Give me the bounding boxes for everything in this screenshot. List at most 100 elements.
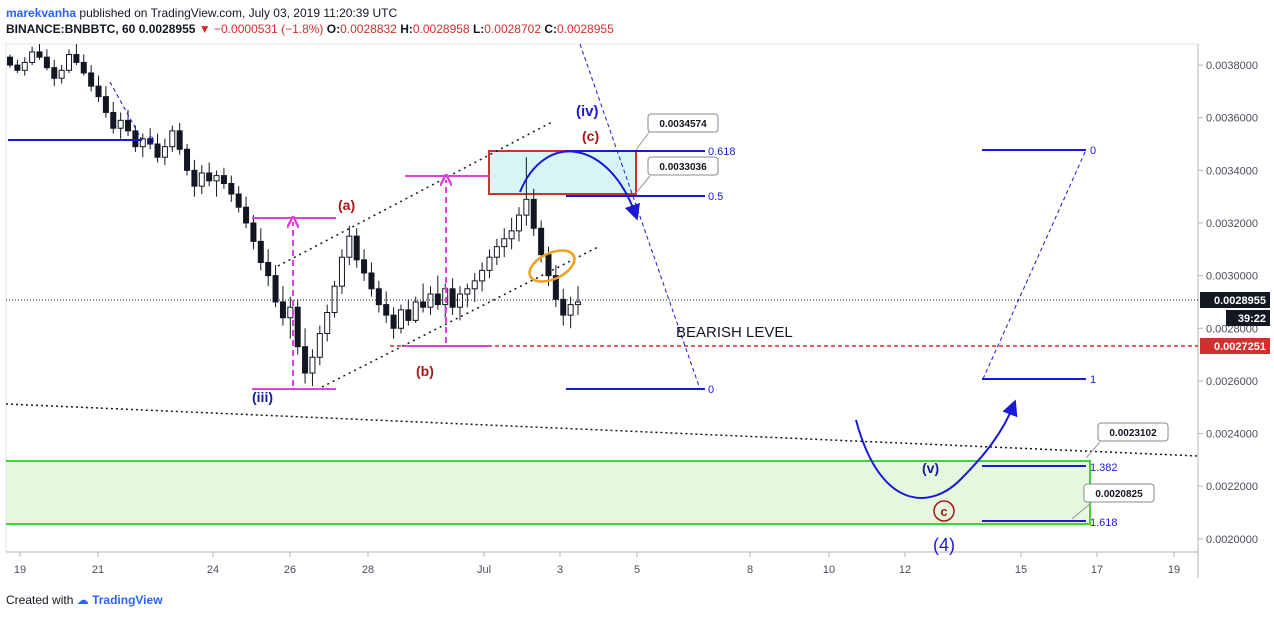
candle-body xyxy=(147,138,154,145)
symbol-label: BINANCE:BNBBTC, 60 xyxy=(6,22,136,36)
wave-label-iii: (iii) xyxy=(252,389,273,405)
candle-body xyxy=(250,222,257,242)
footer-credit: Created with ☁ TradingView xyxy=(6,593,163,607)
time-tick-label: 19 xyxy=(14,564,26,576)
open-label: O: xyxy=(326,22,341,36)
tradingview-logo-link[interactable]: TradingView xyxy=(92,593,163,607)
candle-body xyxy=(21,61,28,71)
time-tick-label: 17 xyxy=(1091,564,1103,576)
candle-body xyxy=(176,130,183,150)
wave-c-circle xyxy=(933,500,955,522)
candle-body xyxy=(523,198,530,216)
callout-text-3: 0.0023102 xyxy=(1109,428,1157,439)
projection-line-up xyxy=(982,149,1087,380)
author-name[interactable]: marekvanha xyxy=(6,6,77,20)
candle-body xyxy=(235,193,242,208)
candle-body xyxy=(88,72,95,87)
candle-body xyxy=(243,206,250,224)
fib-label-0618: 0.618 xyxy=(708,146,736,158)
candle-body xyxy=(353,235,360,261)
wave-label-4: (4) xyxy=(933,535,955,555)
callout-text-1: 0.0034574 xyxy=(659,119,707,130)
candle-body xyxy=(383,304,390,316)
close-value: 0.0028955 xyxy=(557,22,614,36)
time-tick-label: 5 xyxy=(634,564,640,576)
candle-body xyxy=(198,172,205,187)
price-tick-label: 0.0038000 xyxy=(1206,60,1258,72)
time-tick-label: 28 xyxy=(362,564,374,576)
candle-body xyxy=(110,111,117,129)
candle-body xyxy=(125,119,132,132)
price-tick-label: 0.0030000 xyxy=(1206,271,1258,283)
candle-body xyxy=(73,54,80,63)
candle-body xyxy=(213,175,220,182)
open-value: 0.0028832 xyxy=(340,22,397,36)
bearish-level-label: BEARISH LEVEL xyxy=(676,324,793,341)
candle-body xyxy=(265,261,272,277)
callout-0020825: 0.0020825 xyxy=(1083,483,1155,503)
fib-label-left-0: 0 xyxy=(148,135,154,147)
candle-body xyxy=(191,169,198,187)
time-tick-label: 15 xyxy=(1015,564,1027,576)
callout-0034574: 0.0034574 xyxy=(647,113,719,133)
callout-0033036: 0.0033036 xyxy=(647,156,719,176)
callout-connector-4 xyxy=(1071,501,1093,520)
created-with-text: Created with xyxy=(6,593,74,607)
candle-body xyxy=(486,256,493,271)
close-label: C: xyxy=(544,22,558,36)
fib-label-right-1382: 1.382 xyxy=(1090,462,1118,474)
long-support-line xyxy=(5,403,1199,457)
price-tick-label: 0.0028000 xyxy=(1206,323,1258,335)
callout-connector-3 xyxy=(1085,441,1101,459)
candle-body xyxy=(58,69,65,79)
candle-body xyxy=(361,259,368,274)
price-tick-label: 0.0022000 xyxy=(1206,481,1258,493)
price-tick-label: 0.0024000 xyxy=(1206,429,1258,441)
candle-body xyxy=(279,301,286,319)
time-tick-label: 3 xyxy=(557,564,563,576)
wave-label-c-circled: c xyxy=(940,504,947,519)
current-price-text: 0.0028955 xyxy=(1214,295,1266,307)
candle-body xyxy=(412,301,419,321)
publish-line: marekvanha published on TradingView.com,… xyxy=(6,6,397,20)
candle-body xyxy=(501,238,508,248)
candle-body xyxy=(66,54,73,71)
candle-body xyxy=(405,309,412,321)
candle-body xyxy=(154,143,161,158)
time-tick-label: 24 xyxy=(207,564,219,576)
candle-body xyxy=(390,314,397,329)
time-tick-label: 12 xyxy=(899,564,911,576)
candle-body xyxy=(169,130,176,148)
callout-0023102: 0.0023102 xyxy=(1097,422,1169,442)
fib-label-05: 0.5 xyxy=(708,191,723,203)
resistance-box xyxy=(488,150,637,195)
price-tick-label: 0.0036000 xyxy=(1206,113,1258,125)
candle-body xyxy=(43,56,50,69)
wave-iv-curve xyxy=(519,150,640,221)
callout-text-4: 0.0020825 xyxy=(1095,489,1143,500)
candle-body xyxy=(538,227,545,256)
cloud-icon: ☁ xyxy=(76,593,89,607)
candle-body xyxy=(471,280,478,290)
candle-body xyxy=(515,214,522,232)
price-tick-label: 0.0020000 xyxy=(1206,534,1258,546)
candle-body xyxy=(220,175,227,185)
candle-body xyxy=(257,240,264,263)
candle-body xyxy=(324,311,331,335)
wave-v-curve xyxy=(855,399,1018,499)
candle-body xyxy=(29,51,36,63)
candle-body xyxy=(184,148,191,171)
bearish-price-text: 0.0027251 xyxy=(1214,341,1266,353)
candle-body xyxy=(449,288,456,308)
candle-body xyxy=(530,198,537,229)
wave-label-v: (v) xyxy=(922,460,939,476)
ohlc-line: BINANCE:BNBBTC, 60 0.0028955 ▼ −0.000053… xyxy=(6,22,614,36)
fib-label-right-1618: 1.618 xyxy=(1090,517,1118,529)
candle-body xyxy=(456,293,463,308)
change-value: −0.0000531 (−1.8%) xyxy=(214,22,324,36)
down-arrow-icon: ▼ xyxy=(198,22,211,36)
fib-label-right-0: 0 xyxy=(1090,145,1096,157)
candle-body xyxy=(397,309,404,329)
target-zone-green xyxy=(6,461,1091,524)
